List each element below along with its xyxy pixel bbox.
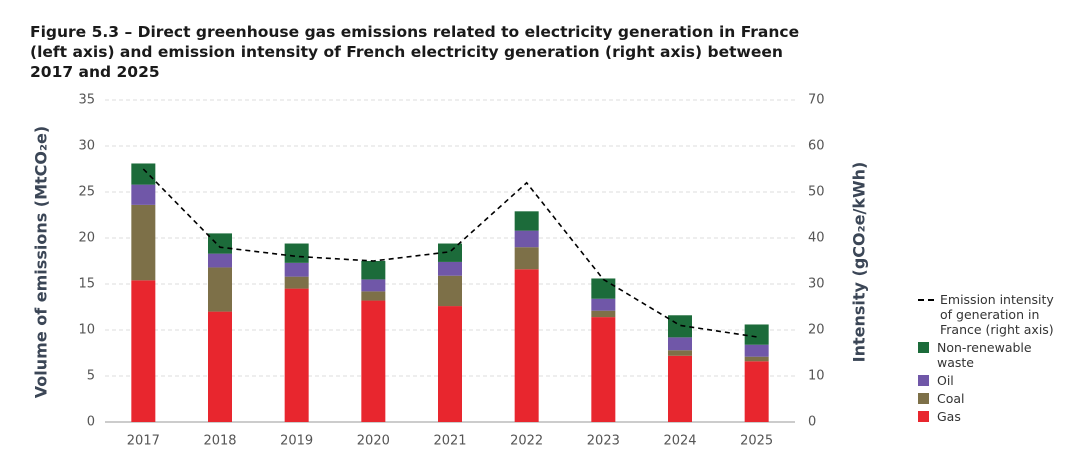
bar-segment (744, 361, 769, 422)
x-tick-label: 2023 (587, 434, 620, 449)
y-tick-label: 5 (87, 369, 95, 384)
x-tick-label: 2020 (357, 434, 390, 449)
y2-axis-title: Intensity (gCO₂e/kWh) (850, 162, 869, 363)
legend-label: Non-renewable waste (937, 340, 1032, 370)
legend-item: Coal (918, 391, 1078, 406)
y2-tick-label: 40 (808, 231, 825, 246)
legend-label: Oil (937, 373, 954, 388)
bar-segment (668, 315, 692, 338)
legend-swatch (918, 393, 929, 404)
bar-segment (591, 278, 616, 299)
y-tick-label: 10 (78, 323, 95, 338)
bar-segment (744, 324, 769, 345)
y2-tick-label: 50 (808, 185, 825, 200)
bar-segment (514, 247, 539, 270)
bar-segment (361, 261, 386, 280)
bar-segment (208, 233, 232, 254)
bar-segment (668, 355, 692, 422)
legend-label: Emission intensity of generation in Fran… (940, 292, 1054, 337)
bar-segment (131, 280, 156, 422)
legend-swatch (918, 342, 929, 353)
legend-swatch (918, 411, 929, 422)
x-tick-label: 2018 (203, 434, 236, 449)
bar-segment (438, 275, 462, 307)
bar-segment (438, 261, 462, 276)
x-tick-label: 2025 (740, 434, 773, 449)
bar-segment (668, 337, 692, 351)
bar-segment (284, 243, 309, 263)
x-tick-label: 2019 (280, 434, 313, 449)
y2-tick-label: 60 (808, 139, 825, 154)
y2-tick-label: 70 (808, 93, 825, 108)
bar-segment (284, 276, 309, 289)
intensity-line (142, 168, 757, 338)
legend-item: Gas (918, 409, 1078, 424)
bar-segment (208, 311, 232, 422)
chart-title: Figure 5.3 – Direct greenhouse gas emiss… (30, 23, 800, 81)
bar-segment (361, 279, 386, 292)
bar-segment (131, 204, 156, 281)
legend-label: Gas (937, 409, 961, 424)
x-tick-label: 2021 (433, 434, 466, 449)
y-tick-label: 0 (87, 415, 95, 430)
bar-segment (284, 288, 309, 422)
bar-segment (131, 163, 156, 185)
y-tick-label: 20 (78, 231, 95, 246)
legend-item: Emission intensity of generation in Fran… (918, 292, 1078, 337)
bar-segment (514, 211, 539, 231)
y-tick-label: 35 (78, 93, 95, 108)
bar-segment (208, 253, 232, 268)
y-tick-label: 15 (78, 277, 95, 292)
legend-swatch (918, 375, 929, 386)
bar-segment (514, 230, 539, 248)
bar-segment (591, 298, 616, 311)
bar-segment (284, 262, 309, 277)
legend-swatch (918, 299, 934, 301)
legend-item: Non-renewable waste (918, 340, 1078, 370)
y2-tick-label: 20 (808, 323, 825, 338)
x-tick-label: 2017 (127, 434, 160, 449)
y-tick-label: 25 (78, 185, 95, 200)
x-tick-label: 2022 (510, 434, 543, 449)
y2-tick-label: 10 (808, 369, 825, 384)
y2-tick-label: 0 (808, 415, 816, 430)
bar-segment (591, 310, 616, 318)
bar-segment (208, 267, 232, 312)
legend-item: Oil (918, 373, 1078, 388)
y-tick-label: 30 (78, 139, 95, 154)
bar-segment (668, 350, 692, 356)
bar-segment (514, 269, 539, 422)
bar-segment (744, 356, 769, 362)
bar-segment (131, 184, 156, 205)
x-tick-label: 2024 (663, 434, 696, 449)
legend-label: Coal (937, 391, 965, 406)
bar-segment (744, 344, 769, 357)
bar-segment (438, 243, 462, 262)
y-axis-title: Volume of emissions (MtCO₂e) (32, 126, 51, 398)
bar-segment (438, 306, 462, 422)
y2-tick-label: 30 (808, 277, 825, 292)
legend: Emission intensity of generation in Fran… (918, 290, 1078, 427)
bar-segment (361, 300, 386, 422)
bar-segment (361, 291, 386, 301)
bar-segment (591, 317, 616, 422)
